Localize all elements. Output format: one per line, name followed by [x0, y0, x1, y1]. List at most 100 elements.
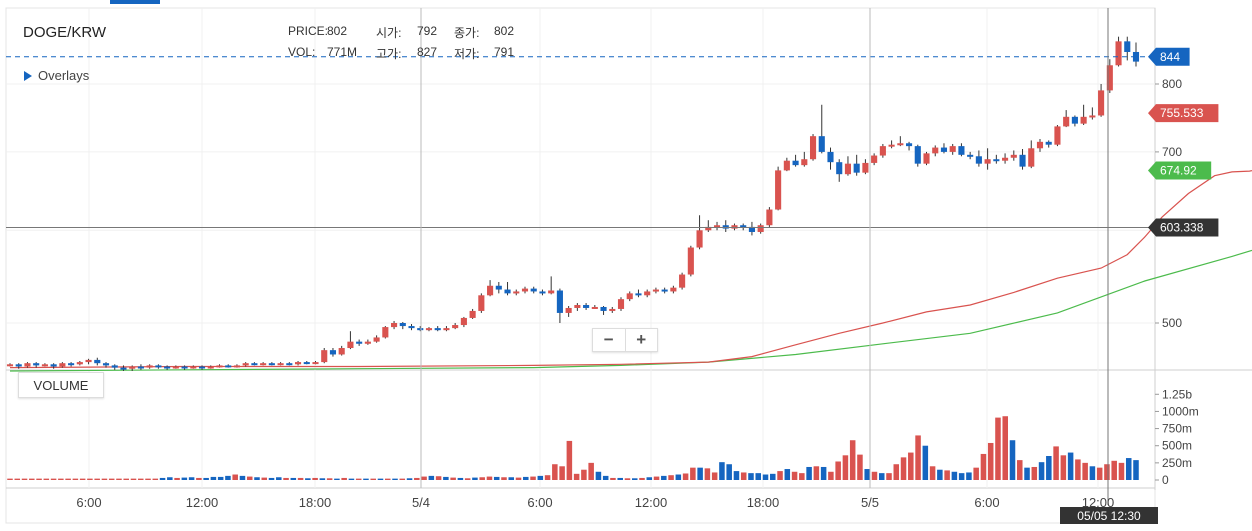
volume-bar — [980, 453, 987, 480]
candle-body — [33, 363, 40, 366]
candle-body — [530, 288, 537, 292]
candle-body — [487, 285, 494, 296]
ohlc-open-value: 792 — [417, 24, 438, 38]
y-tick-label: 500 — [1162, 316, 1182, 330]
price-badge-shape — [1148, 161, 1212, 180]
zoom-controls: − + — [592, 328, 658, 352]
volume-bar — [384, 478, 391, 480]
candle-body — [1089, 115, 1096, 118]
candle — [85, 358, 92, 365]
candle-body — [504, 289, 511, 294]
candle-body — [836, 162, 843, 175]
candle-body — [391, 323, 398, 328]
candle-body — [268, 363, 275, 366]
volume-bar — [908, 452, 914, 480]
candle-body — [1080, 116, 1087, 124]
volume-bar — [232, 474, 238, 480]
zoom-out-button[interactable]: − — [603, 330, 614, 349]
candle-body — [129, 366, 136, 369]
candle-body — [111, 365, 118, 368]
candle — [251, 362, 258, 366]
candle — [879, 143, 886, 158]
candle-body — [670, 287, 677, 292]
volume-bar — [900, 457, 907, 480]
volume-bar — [268, 477, 275, 480]
volume-bar — [196, 477, 202, 480]
candle-body — [303, 362, 310, 365]
candle — [225, 364, 232, 368]
candle-body — [713, 225, 721, 228]
candle-body — [879, 146, 886, 156]
volume-bar — [588, 462, 594, 480]
volume-bar — [392, 478, 398, 480]
candle-body — [652, 289, 659, 292]
candle — [190, 365, 197, 369]
volume-bar — [276, 477, 282, 480]
candle-body — [1010, 154, 1017, 158]
candle-body — [137, 366, 144, 369]
candle — [809, 134, 817, 161]
x-tick-label: 12:00 — [186, 495, 219, 510]
candle-body — [347, 341, 354, 349]
volume-bar — [225, 475, 231, 480]
volume-bar — [682, 473, 689, 480]
zoom-in-button[interactable]: + — [624, 329, 658, 351]
candle-body — [827, 151, 834, 163]
ohlc-price-value: 802 — [327, 24, 348, 38]
price-badge-label: 603.338 — [1160, 220, 1204, 234]
candle — [556, 288, 563, 323]
y-tick-label: 800 — [1162, 77, 1182, 91]
candle — [565, 305, 572, 317]
candle-body — [356, 341, 363, 344]
candle-body — [408, 326, 415, 329]
candle — [1002, 153, 1009, 164]
candle-body — [434, 328, 441, 331]
volume-bar — [987, 442, 994, 480]
candle-body — [41, 364, 48, 367]
candle — [705, 220, 712, 232]
overlays-toggle[interactable]: Overlays — [24, 68, 89, 83]
volume-bar — [130, 478, 137, 480]
candle — [408, 324, 415, 331]
candle-body — [399, 323, 406, 327]
volume-bar — [363, 478, 369, 480]
candle-body — [242, 363, 249, 366]
candle — [303, 360, 310, 365]
candle-body — [425, 328, 433, 331]
candle-body — [565, 307, 572, 313]
volume-bar — [937, 469, 943, 480]
candle-body — [120, 367, 127, 370]
candle-body — [286, 363, 293, 366]
candle — [670, 285, 677, 294]
x-tick-label: 12:00 — [1082, 495, 1115, 510]
candle-body — [731, 225, 738, 229]
volume-bar — [334, 478, 340, 480]
candle-body — [1098, 90, 1105, 116]
candle-body — [452, 325, 459, 329]
volume-bar — [1118, 462, 1125, 480]
candle — [600, 305, 607, 315]
x-tick-label: 12:00 — [635, 495, 668, 510]
candle-body — [949, 146, 956, 152]
volume-bar — [762, 474, 769, 480]
volume-bar — [544, 475, 551, 480]
x-tick-label: 6:00 — [974, 495, 999, 510]
volume-bar — [646, 477, 653, 480]
volume-bar — [697, 467, 703, 480]
volume-bar — [748, 473, 754, 480]
volume-tick-label: 0 — [1162, 473, 1169, 487]
volume-bar — [1067, 452, 1074, 480]
candle — [844, 156, 852, 176]
candle-body — [958, 146, 965, 155]
volume-bar — [79, 478, 86, 480]
candle — [513, 289, 520, 296]
candle-body — [897, 143, 904, 146]
candle-body — [548, 290, 555, 294]
volume-bar — [639, 477, 645, 480]
candle-body — [155, 365, 162, 368]
candle — [905, 141, 913, 151]
volume-bar — [1038, 462, 1045, 480]
candle-body — [1063, 116, 1070, 127]
candle-body — [321, 350, 328, 363]
